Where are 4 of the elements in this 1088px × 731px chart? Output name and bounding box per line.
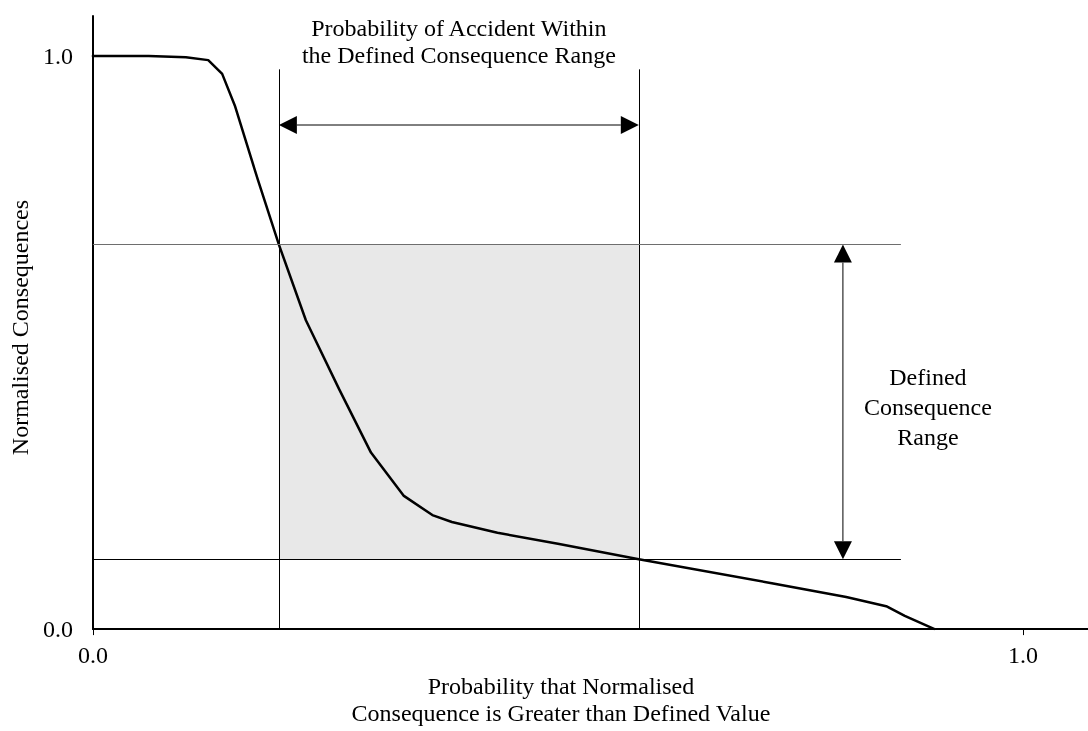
y-axis-title: Normalised Consequences — [7, 199, 33, 456]
annotation: Defined Consequence Range — [863, 363, 992, 450]
x-axis-title: Probability that Normalised Consequence is Greater than Defined Value — [351, 672, 771, 726]
annotation: Probability of Accident Within the Defined Consequence Range — [301, 14, 616, 68]
